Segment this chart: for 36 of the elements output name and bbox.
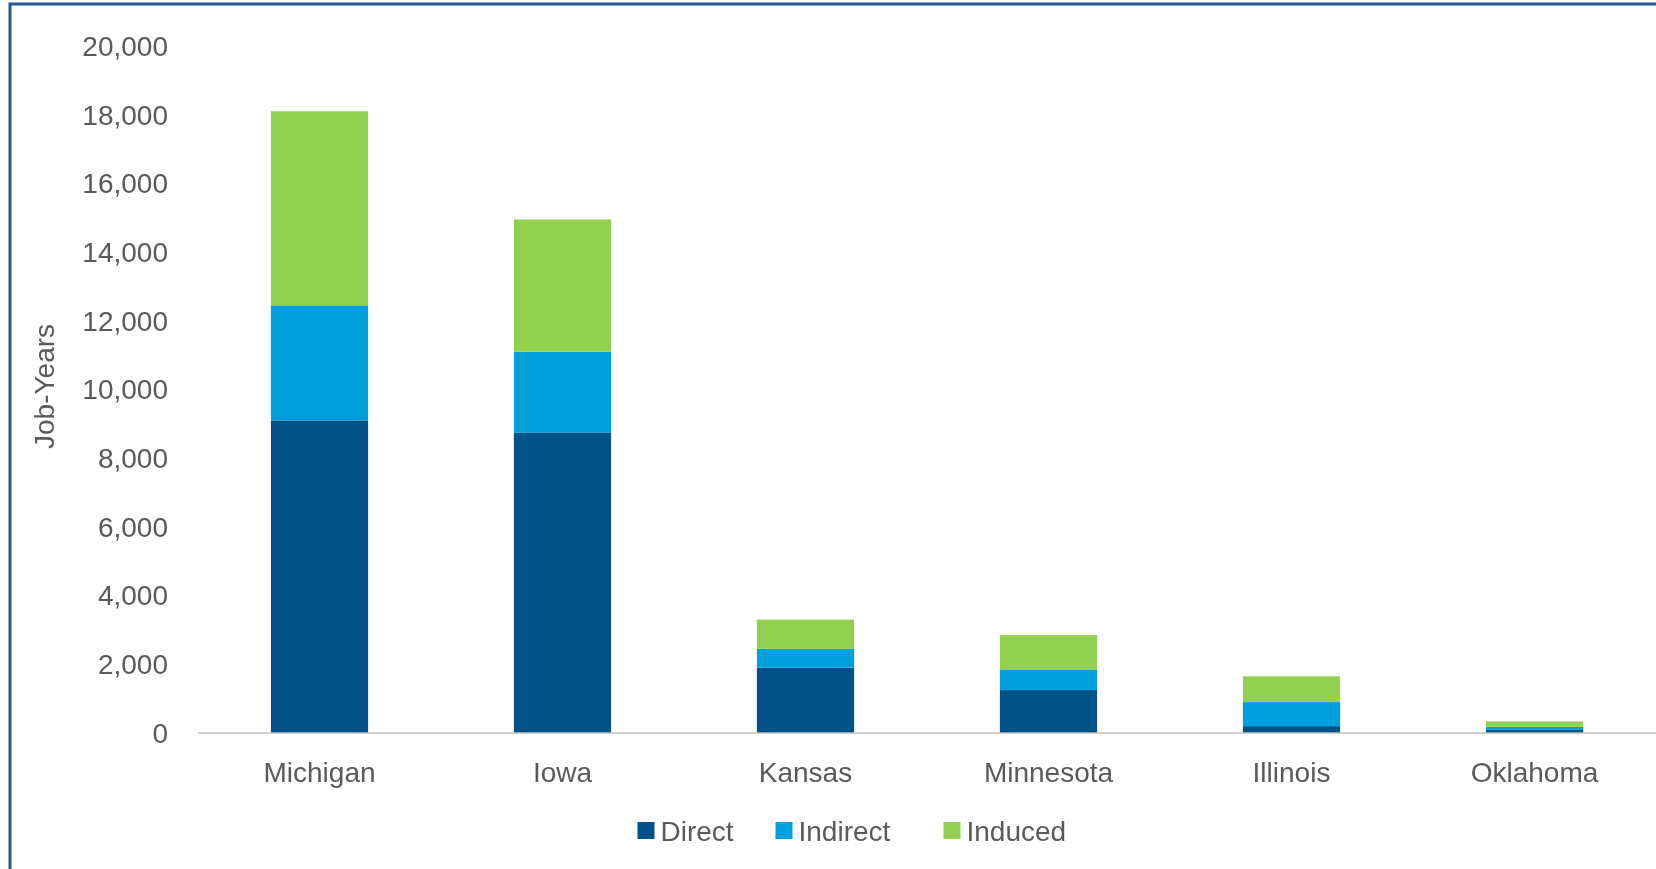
legend-label: Direct	[660, 815, 734, 847]
bar	[270, 111, 369, 306]
bar	[1242, 702, 1341, 727]
bar	[513, 432, 612, 733]
bar	[513, 351, 612, 433]
y-tick-label: 0	[152, 717, 168, 749]
x-tick-label: Oklahoma	[1470, 757, 1599, 788]
bar	[270, 305, 369, 421]
y-tick-label: 18,000	[82, 99, 168, 131]
bar	[999, 635, 1098, 670]
bar	[756, 648, 855, 668]
x-tick-label: Minnesota	[983, 757, 1114, 788]
bar	[999, 690, 1098, 733]
legend-label: Indirect	[798, 815, 891, 847]
bar	[1242, 676, 1341, 703]
y-tick-label: 12,000	[82, 305, 168, 337]
y-axis-title: Job-Years	[29, 323, 60, 450]
x-tick-label: Kansas	[758, 757, 853, 788]
x-tick-label: Illinois	[1252, 757, 1331, 788]
y-tick-label: 6,000	[97, 511, 168, 543]
x-tick-label: Iowa	[532, 757, 593, 788]
bar	[1485, 721, 1584, 727]
y-tick-label: 14,000	[82, 236, 168, 268]
bar	[513, 219, 612, 352]
bar	[999, 669, 1098, 691]
bar	[756, 619, 855, 649]
y-tick-label: 4,000	[97, 580, 168, 612]
y-tick-label: 8,000	[97, 443, 168, 474]
y-tick-label: 10,000	[82, 374, 168, 406]
y-tick-label: 16,000	[82, 168, 168, 200]
x-tick-label: Michigan	[263, 757, 376, 788]
y-tick-label: 20,000	[82, 30, 168, 62]
bar	[756, 667, 855, 733]
legend-label: Induced	[966, 815, 1067, 847]
y-tick-label: 2,000	[97, 649, 168, 681]
bar	[270, 420, 369, 733]
